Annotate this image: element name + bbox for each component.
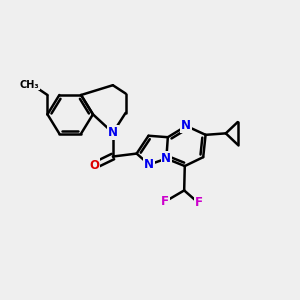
Text: F: F (161, 195, 169, 208)
Text: N: N (144, 158, 154, 171)
Text: N: N (108, 126, 118, 139)
Text: N: N (181, 119, 191, 132)
Text: F: F (194, 196, 202, 209)
Text: N: N (161, 152, 171, 165)
Text: CH₃: CH₃ (20, 80, 39, 90)
Text: O: O (89, 159, 99, 172)
